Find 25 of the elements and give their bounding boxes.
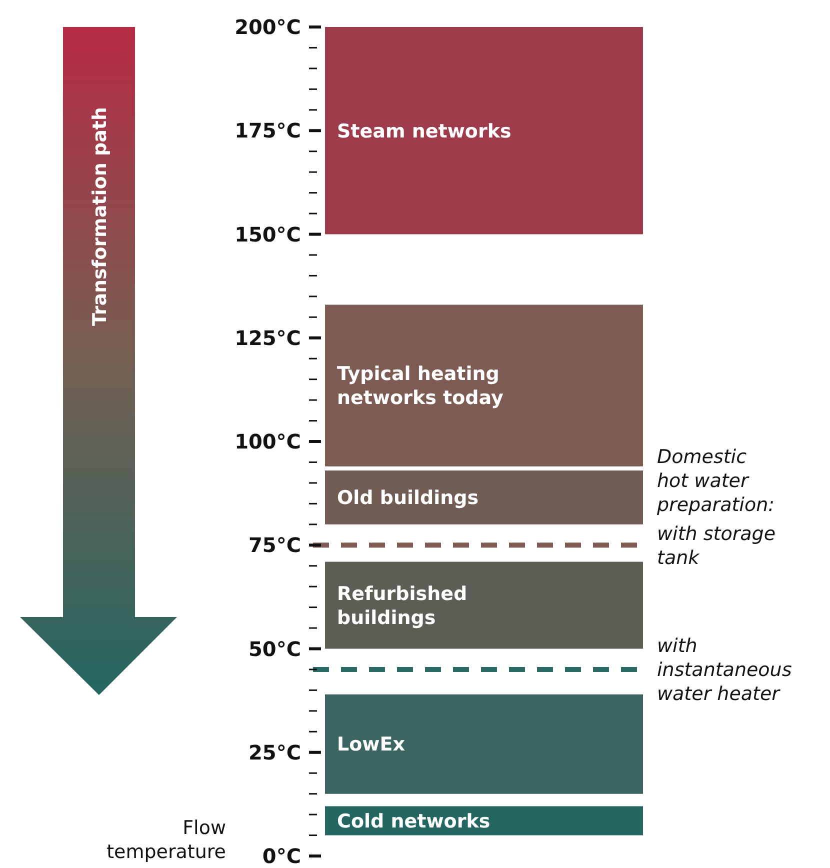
series-label: Cold networks (337, 810, 490, 832)
arrow-icon: Transformation path (18, 27, 178, 697)
y-tick-label: 100°C (234, 430, 301, 454)
y-tick-label: 0°C (262, 844, 301, 868)
series-label: Typical heating networks today (337, 363, 504, 410)
y-tick-label: 50°C (248, 636, 301, 661)
y-axis-title: Flow temperature (106, 816, 226, 864)
y-tick-label: 200°C (234, 15, 301, 39)
y-tick-label: 75°C (248, 533, 301, 558)
series-label: Old buildings (337, 487, 479, 510)
bar (325, 304, 643, 466)
bar (325, 562, 643, 649)
ref-line-label: with instantaneous water heater (657, 635, 792, 706)
y-tick-label: 25°C (248, 740, 301, 764)
bar (325, 694, 643, 794)
bar (325, 27, 643, 234)
series-label: Refurbished buildings (337, 582, 468, 629)
series-label: LowEx (337, 734, 405, 756)
text: Domestic hot water preparation: (657, 445, 775, 517)
y-tick-label: 175°C (234, 118, 301, 143)
y-tick-label: 125°C (234, 326, 301, 350)
y-tick-label: 150°C (234, 222, 301, 246)
bar (325, 470, 643, 524)
series-label: Steam networks (337, 120, 512, 142)
ref-line-label: with storage tank (657, 522, 776, 569)
